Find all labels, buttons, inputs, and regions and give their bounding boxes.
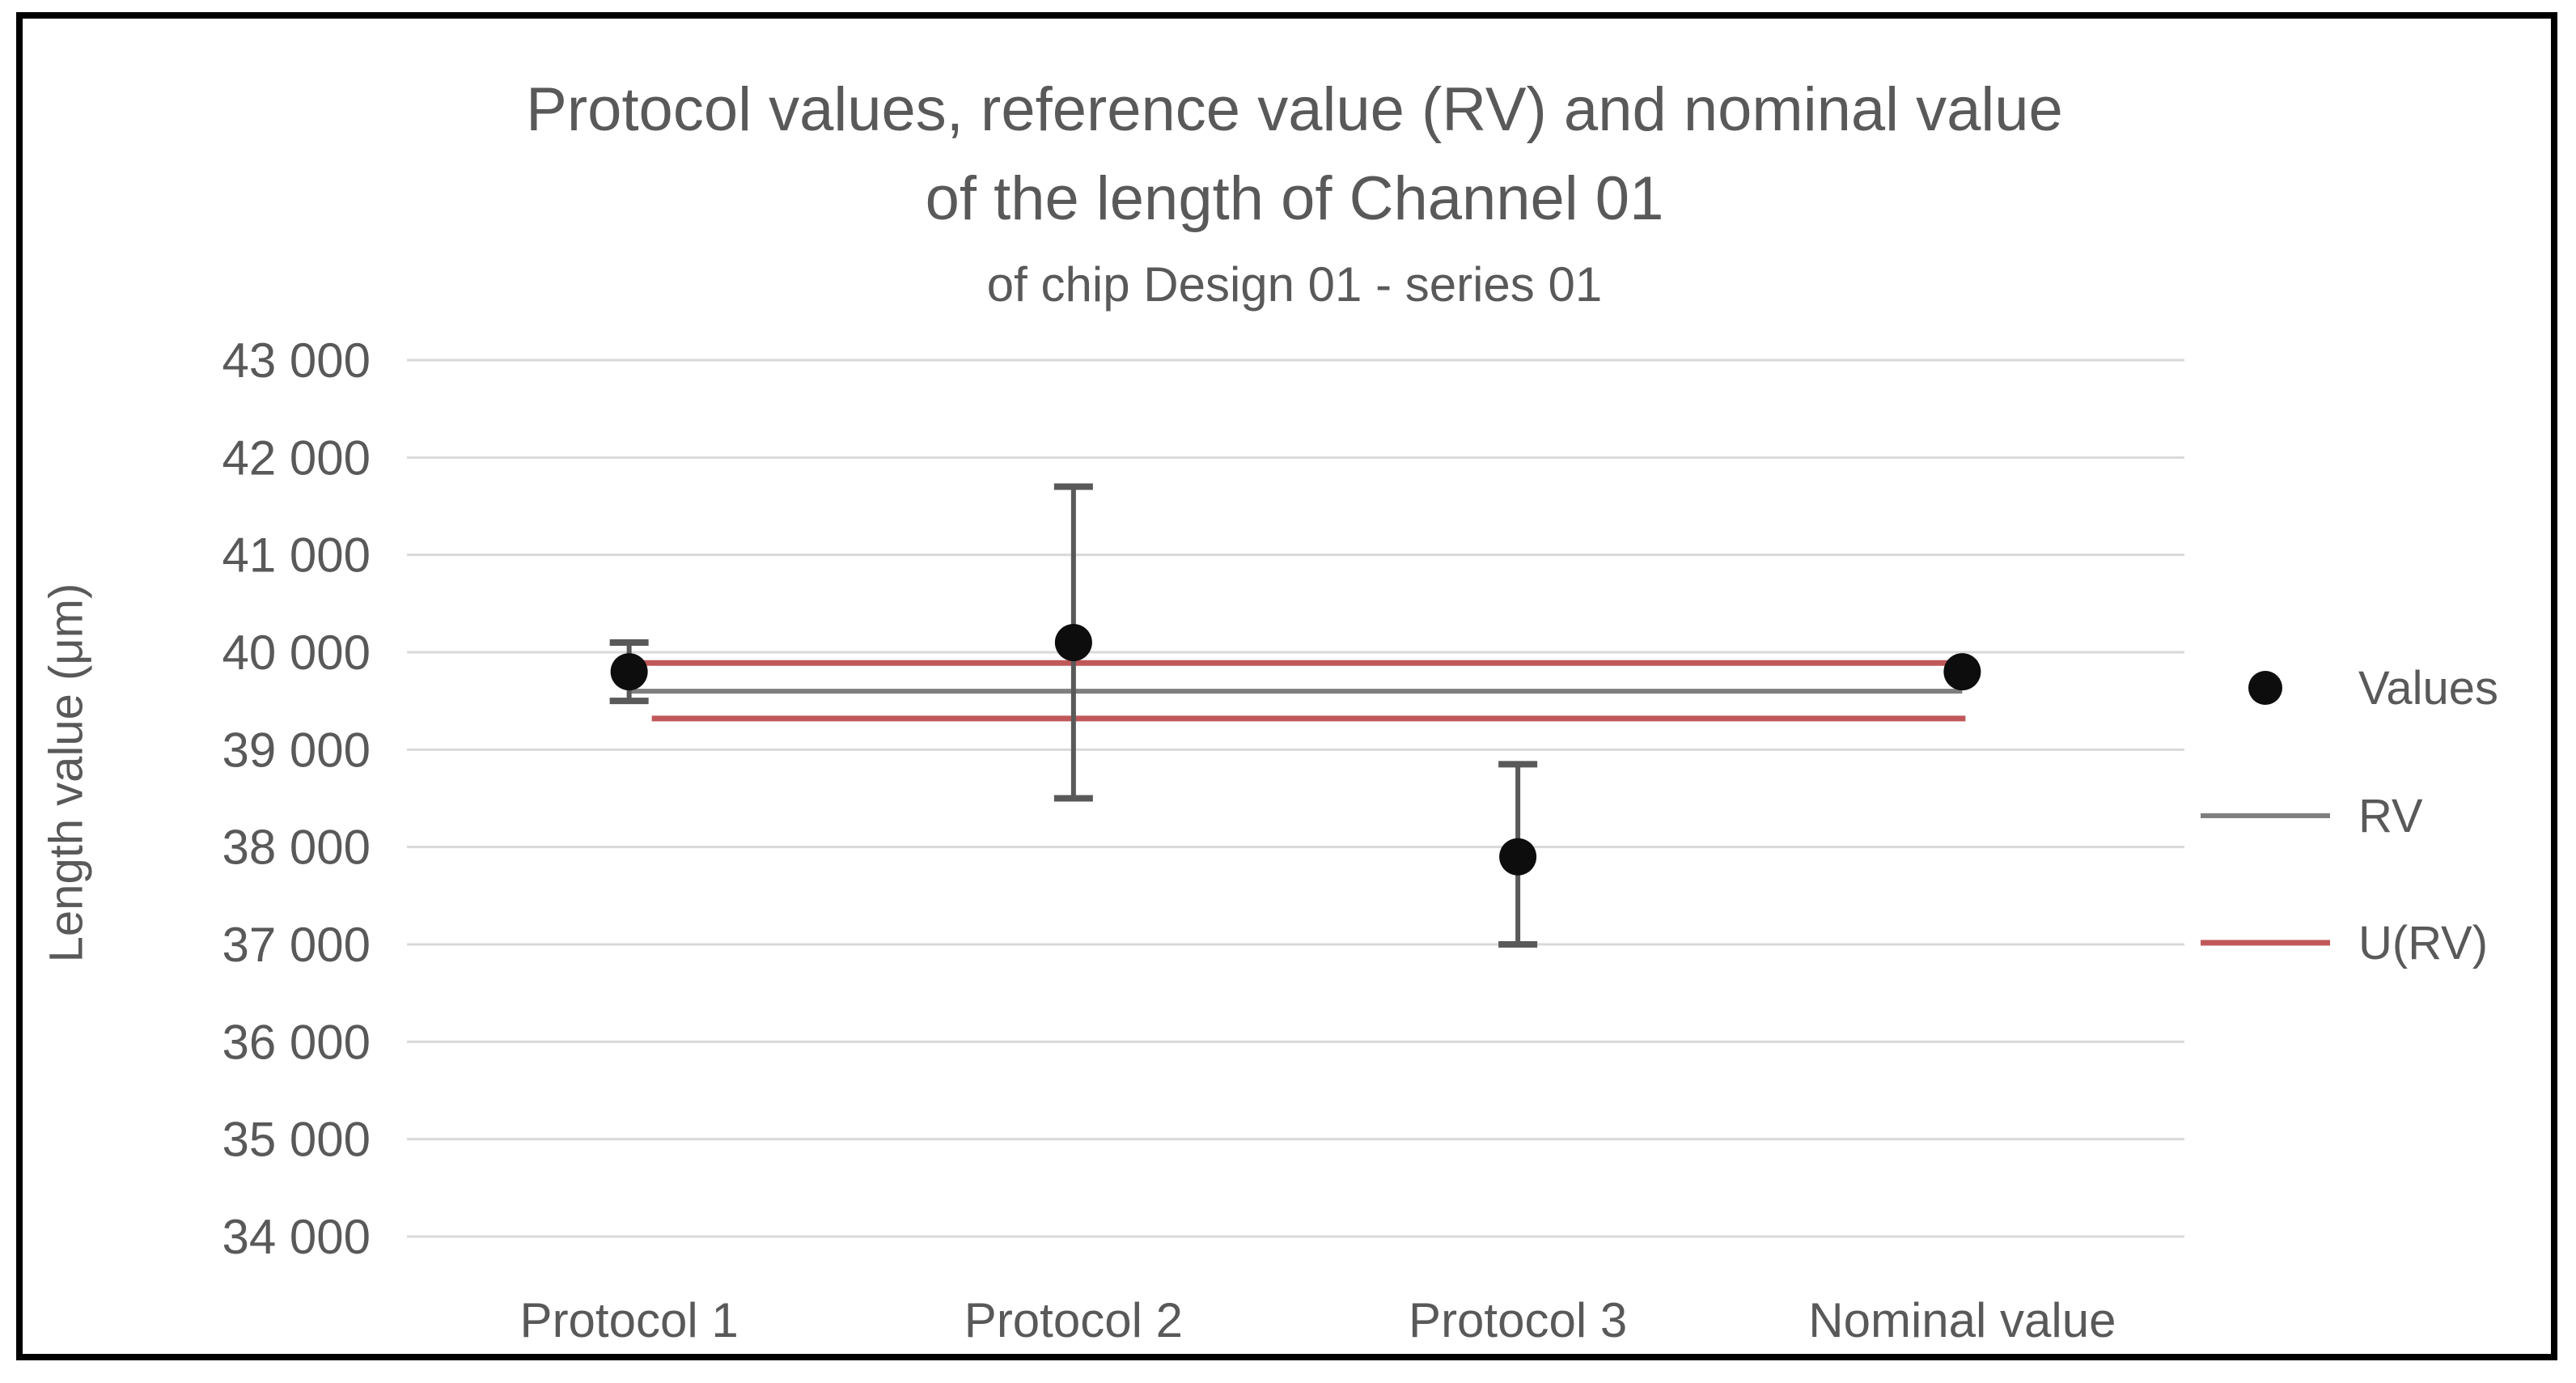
data-point	[1499, 838, 1537, 876]
y-tick-label: 40 000	[222, 626, 371, 680]
y-tick-label: 37 000	[222, 918, 371, 972]
y-tick-label: 36 000	[222, 1015, 371, 1069]
legend-label: Values	[2358, 662, 2498, 715]
y-tick-label: 38 000	[222, 821, 371, 875]
y-tick-label: 42 000	[222, 431, 371, 485]
y-tick-label: 35 000	[222, 1113, 371, 1167]
data-point	[610, 653, 648, 691]
legend-values-dot-icon	[2248, 671, 2282, 705]
x-category-label: Protocol 2	[964, 1293, 1183, 1347]
chart-title-line2: of the length of Channel 01	[925, 164, 1664, 233]
x-category-label: Protocol 1	[520, 1293, 739, 1347]
y-tick-label: 39 000	[222, 723, 371, 777]
y-tick-label: 43 000	[222, 333, 371, 388]
data-point	[1943, 653, 1981, 691]
x-category-label: Nominal value	[1808, 1293, 2116, 1347]
legend-label: RV	[2358, 790, 2423, 842]
y-tick-label: 34 000	[222, 1210, 371, 1264]
chart-subtitle: of chip Design 01 - series 01	[986, 257, 1603, 312]
chart-title-line1: Protocol values, reference value (RV) an…	[526, 75, 2063, 144]
x-category-label: Protocol 3	[1409, 1293, 1627, 1347]
chart-border-frame	[16, 12, 2557, 1360]
data-point	[1054, 623, 1092, 661]
legend-label: U(RV)	[2358, 917, 2488, 969]
y-tick-label: 41 000	[222, 528, 371, 583]
